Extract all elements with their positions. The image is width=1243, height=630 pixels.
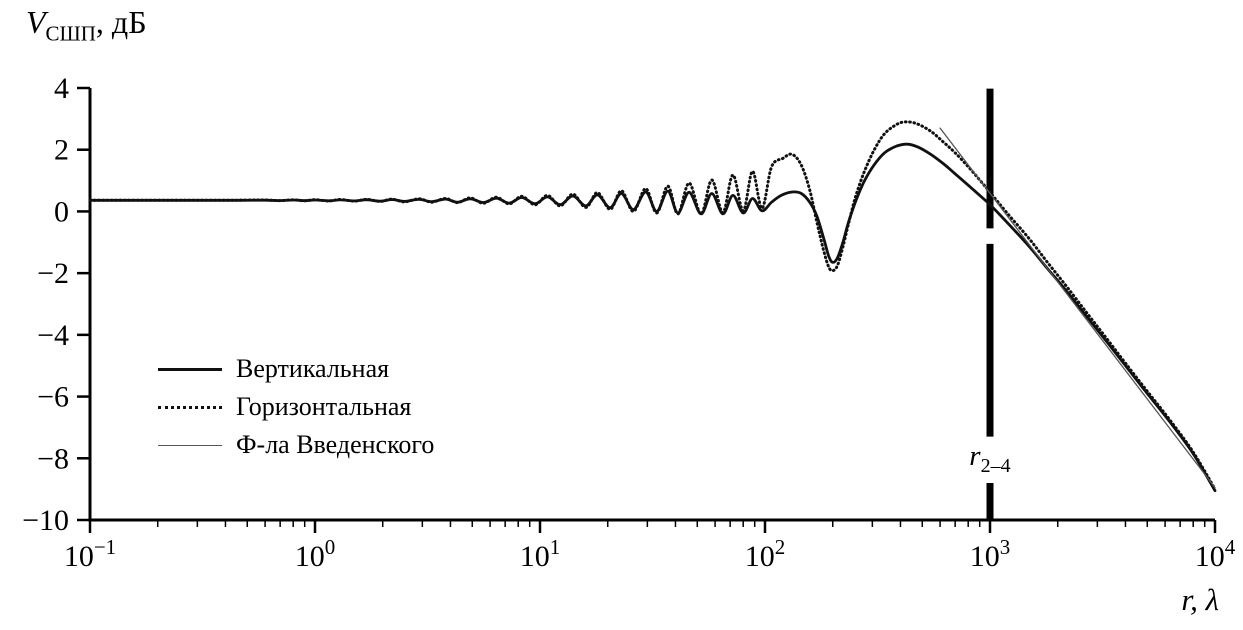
x-axis-title: r, λ <box>1181 582 1219 618</box>
svg-text:−4: −4 <box>37 319 69 352</box>
legend-item-vvedensky: Ф-ла Введенского <box>158 426 434 464</box>
svg-text:0: 0 <box>54 195 69 228</box>
x-axis-unit: , λ <box>1190 582 1219 617</box>
svg-text:100: 100 <box>295 535 336 573</box>
legend-item-vertical: Вертикальная <box>158 350 434 388</box>
svg-text:−10: −10 <box>22 504 69 537</box>
marker-subscript: 2–4 <box>980 454 1011 477</box>
legend-label-horizontal: Горизонтальная <box>236 392 412 421</box>
legend-label-vvedensky: Ф-ла Введенского <box>236 430 435 459</box>
y-axis-subscript: СШП <box>45 21 96 46</box>
svg-text:103: 103 <box>970 535 1011 573</box>
legend: Вертикальная Горизонтальная Ф-ла Введенс… <box>158 350 434 464</box>
svg-text:10−1: 10−1 <box>64 535 116 573</box>
legend-item-horizontal: Горизонтальная <box>158 388 434 426</box>
svg-text:−2: −2 <box>37 257 69 290</box>
legend-label-vertical: Вертикальная <box>236 354 390 383</box>
svg-text:−6: −6 <box>37 381 69 414</box>
svg-text:4: 4 <box>54 72 69 105</box>
svg-text:102: 102 <box>745 535 786 573</box>
marker-variable: r <box>969 440 981 472</box>
legend-line-dotted-icon <box>158 405 222 409</box>
y-axis-variable: V <box>26 4 46 40</box>
svg-text:104: 104 <box>1195 535 1236 573</box>
y-axis-title: VСШП, дБ <box>26 4 147 46</box>
y-axis-unit: , дБ <box>95 4 147 40</box>
svg-text:101: 101 <box>520 535 561 573</box>
marker-label: r2–4 <box>969 440 1010 478</box>
svg-text:2: 2 <box>54 134 69 167</box>
svg-text:−8: −8 <box>37 442 69 475</box>
legend-line-thin-icon <box>158 444 222 446</box>
legend-line-solid-icon <box>158 367 222 371</box>
x-axis-variable: r <box>1181 582 1191 617</box>
